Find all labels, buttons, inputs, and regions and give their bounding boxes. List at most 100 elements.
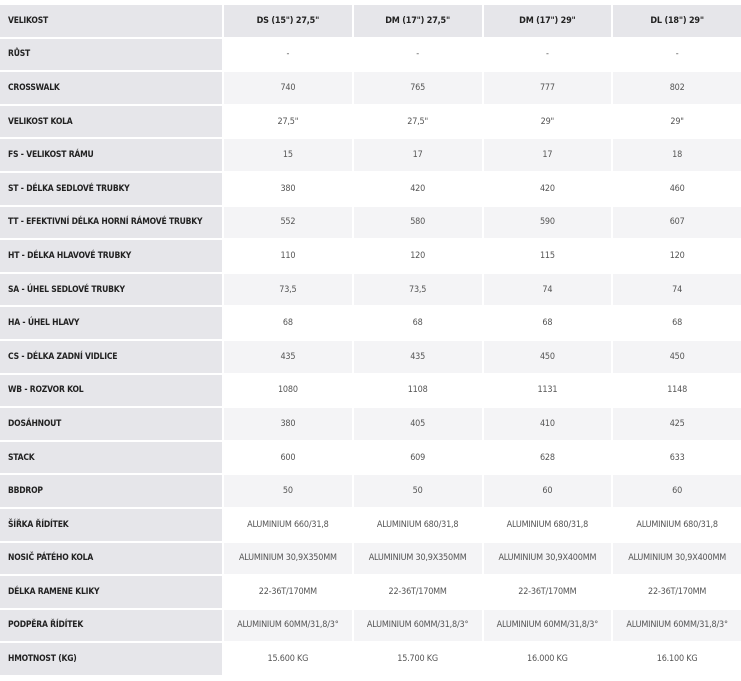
cell-value: 380: [224, 408, 352, 440]
cell-value: 29": [483, 105, 612, 138]
cell-value: ALUMINIUM 60MM/31,8/3°: [613, 609, 741, 642]
cell-value: 22-36T/170MM: [224, 576, 352, 608]
table-row: STACK 600 609 628 633: [0, 441, 741, 474]
table-row: WB - ROZVOR KOL 1080 1108 1131 1148: [0, 374, 741, 407]
cell-value: 580: [353, 206, 482, 239]
row-label: TT - EFEKTIVNÍ DÉLKA HORNÍ RÁMOVÉ TRUBKY: [0, 206, 222, 239]
header-row: VELIKOST DS (15") 27,5" DM (17") 27,5" D…: [0, 5, 741, 37]
cell-value: 1131: [483, 374, 612, 407]
cell-value: 607: [613, 206, 741, 239]
table-row: RŮST - - - -: [0, 38, 741, 71]
cell-value: 450: [483, 340, 612, 373]
cell-value: 590: [483, 206, 612, 239]
row-label: STACK: [0, 441, 222, 474]
row-label: ST - DÉLKA SEDLOVÉ TRUBKY: [0, 172, 222, 205]
cell-value: 68: [613, 307, 741, 339]
cell-value: 380: [224, 172, 352, 205]
table-row: HMOTNOST (KG) 15.600 KG 15.700 KG 16.000 KG…: [0, 643, 741, 675]
cell-value: 1108: [353, 374, 482, 407]
cell-value: 120: [353, 240, 482, 272]
cell-value: 435: [353, 340, 482, 373]
cell-value: 420: [353, 172, 482, 205]
cell-value: 115: [483, 240, 612, 272]
row-label: BBDROP: [0, 475, 222, 507]
cell-value: ALUMINIUM 30,9X400MM: [483, 542, 612, 575]
cell-value: 802: [613, 72, 741, 104]
table-row: DÉLKA RAMENE KLIKY 22-36T/170MM 22-36T/170…: [0, 576, 741, 608]
table-row: VELIKOST KOLA 27,5" 27,5" 29" 29": [0, 105, 741, 138]
cell-value: 27,5": [224, 105, 352, 138]
cell-value: -: [613, 38, 741, 71]
cell-value: 777: [483, 72, 612, 104]
header-size: DL (18") 29": [613, 5, 741, 37]
cell-value: 17: [353, 139, 482, 171]
cell-value: 27,5": [353, 105, 482, 138]
cell-value: ALUMINIUM 680/31,8: [353, 508, 482, 541]
cell-value: 22-36T/170MM: [613, 576, 741, 608]
row-label: VELIKOST KOLA: [0, 105, 222, 138]
row-label: HA - ÚHEL HLAVY: [0, 307, 222, 339]
cell-value: 628: [483, 441, 612, 474]
cell-value: 425: [613, 408, 741, 440]
cell-value: 60: [613, 475, 741, 507]
cell-value: ALUMINIUM 60MM/31,8/3°: [224, 609, 352, 642]
table-row: CROSSWALK 740 765 777 802: [0, 72, 741, 104]
row-label: ŠÍŘKA ŘÍDÍTEK: [0, 508, 222, 541]
cell-value: 435: [224, 340, 352, 373]
cell-value: 18: [613, 139, 741, 171]
cell-value: ALUMINIUM 30,9X350MM: [224, 542, 352, 575]
row-label: HMOTNOST (KG): [0, 643, 222, 675]
cell-value: 74: [483, 273, 612, 306]
cell-value: ALUMINIUM 680/31,8: [483, 508, 612, 541]
cell-value: 600: [224, 441, 352, 474]
cell-value: 609: [353, 441, 482, 474]
cell-value: 50: [353, 475, 482, 507]
header-size: DM (17") 27,5": [353, 5, 482, 37]
cell-value: 110: [224, 240, 352, 272]
row-label: NOSIČ PÁTÉHO KOLA: [0, 542, 222, 575]
cell-value: 410: [483, 408, 612, 440]
table-row: ST - DÉLKA SEDLOVÉ TRUBKY 380 420 420 460: [0, 172, 741, 205]
row-label: DOSÁHNOUT: [0, 408, 222, 440]
table-row: CS - DÉLKA ZADNÍ VIDLICE 435 435 450 450: [0, 340, 741, 373]
cell-value: 15: [224, 139, 352, 171]
table-row: PODPĚRA ŘÍDÍTEK ALUMINIUM 60MM/31,8/3° ALU…: [0, 609, 741, 642]
cell-value: 22-36T/170MM: [483, 576, 612, 608]
cell-value: 74: [613, 273, 741, 306]
table-row: HA - ÚHEL HLAVY 68 68 68 68: [0, 307, 741, 339]
cell-value: ALUMINIUM 30,9X350MM: [353, 542, 482, 575]
header-size: DM (17") 29": [483, 5, 612, 37]
row-label: WB - ROZVOR KOL: [0, 374, 222, 407]
cell-value: 1148: [613, 374, 741, 407]
row-label: CS - DÉLKA ZADNÍ VIDLICE: [0, 340, 222, 373]
row-label: DÉLKA RAMENE KLIKY: [0, 576, 222, 608]
row-label: CROSSWALK: [0, 72, 222, 104]
cell-value: 22-36T/170MM: [353, 576, 482, 608]
cell-value: ALUMINIUM 60MM/31,8/3°: [483, 609, 612, 642]
cell-value: 60: [483, 475, 612, 507]
row-label: SA - ÚHEL SEDLOVÉ TRUBKY: [0, 273, 222, 306]
cell-value: 405: [353, 408, 482, 440]
cell-value: ALUMINIUM 60MM/31,8/3°: [353, 609, 482, 642]
cell-value: 68: [353, 307, 482, 339]
table-row: NOSIČ PÁTÉHO KOLA ALUMINIUM 30,9X350MM ALU…: [0, 542, 741, 575]
table-row: DOSÁHNOUT 380 405 410 425: [0, 408, 741, 440]
cell-value: 450: [613, 340, 741, 373]
row-label: FS - VELIKOST RÁMU: [0, 139, 222, 171]
cell-value: 460: [613, 172, 741, 205]
cell-value: 740: [224, 72, 352, 104]
table-row: HT - DÉLKA HLAVOVÉ TRUBKY 110 120 115 120: [0, 240, 741, 272]
row-label: RŮST: [0, 38, 222, 71]
row-label: HT - DÉLKA HLAVOVÉ TRUBKY: [0, 240, 222, 272]
cell-value: 552: [224, 206, 352, 239]
cell-value: 29": [613, 105, 741, 138]
cell-value: 633: [613, 441, 741, 474]
cell-value: 16.100 KG: [613, 643, 741, 675]
cell-value: 68: [483, 307, 612, 339]
geometry-table: VELIKOST DS (15") 27,5" DM (17") 27,5" D…: [0, 3, 741, 677]
cell-value: -: [224, 38, 352, 71]
cell-value: ALUMINIUM 30,9X400MM: [613, 542, 741, 575]
cell-value: 1080: [224, 374, 352, 407]
table-row: ŠÍŘKA ŘÍDÍTEK ALUMINIUM 660/31,8 ALUMINIUM…: [0, 508, 741, 541]
row-label: PODPĚRA ŘÍDÍTEK: [0, 609, 222, 642]
